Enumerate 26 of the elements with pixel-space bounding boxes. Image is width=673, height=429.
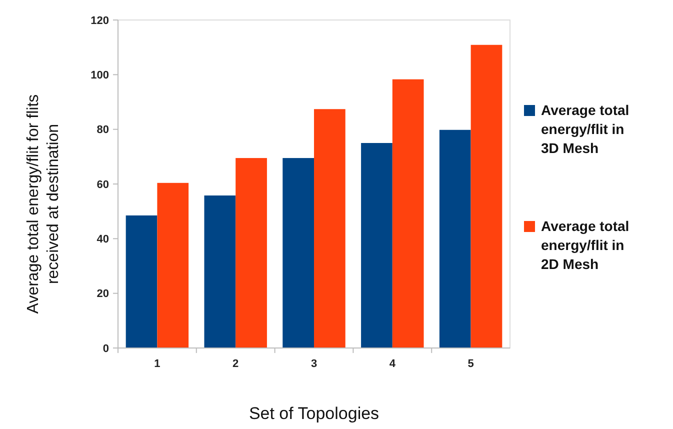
x-tick-label: 1 (154, 358, 160, 370)
bar (361, 143, 392, 348)
x-tick-label: 4 (389, 358, 396, 370)
bar (470, 44, 502, 348)
bar (392, 79, 424, 348)
y-axis-title: Average total energy/flit for flits received at destination (25, 94, 62, 314)
y-tick-label: 100 (90, 70, 109, 82)
y-tick-label: 20 (96, 288, 109, 300)
y-tick-label: 80 (96, 124, 109, 136)
y-tick-label: 40 (96, 234, 109, 246)
legend-label: Average total energy/flit in 3D Mesh (541, 102, 630, 156)
bar (126, 215, 158, 348)
y-tick-label: 0 (102, 342, 109, 355)
x-axis-title: Set of Topologies (248, 404, 380, 423)
bar (157, 182, 189, 348)
bar (439, 130, 471, 348)
y-tick-label: 60 (96, 178, 109, 191)
bar (204, 195, 236, 348)
x-tick-label: 3 (310, 358, 318, 370)
bar (314, 109, 346, 348)
x-tick-label: 2 (232, 358, 239, 370)
bar (282, 158, 314, 348)
x-tick-label: 5 (468, 358, 474, 370)
bar (236, 158, 267, 348)
legend-label: Average total energy/flit in 2D Mesh (541, 218, 630, 272)
y-tick-label: 120 (90, 14, 109, 27)
